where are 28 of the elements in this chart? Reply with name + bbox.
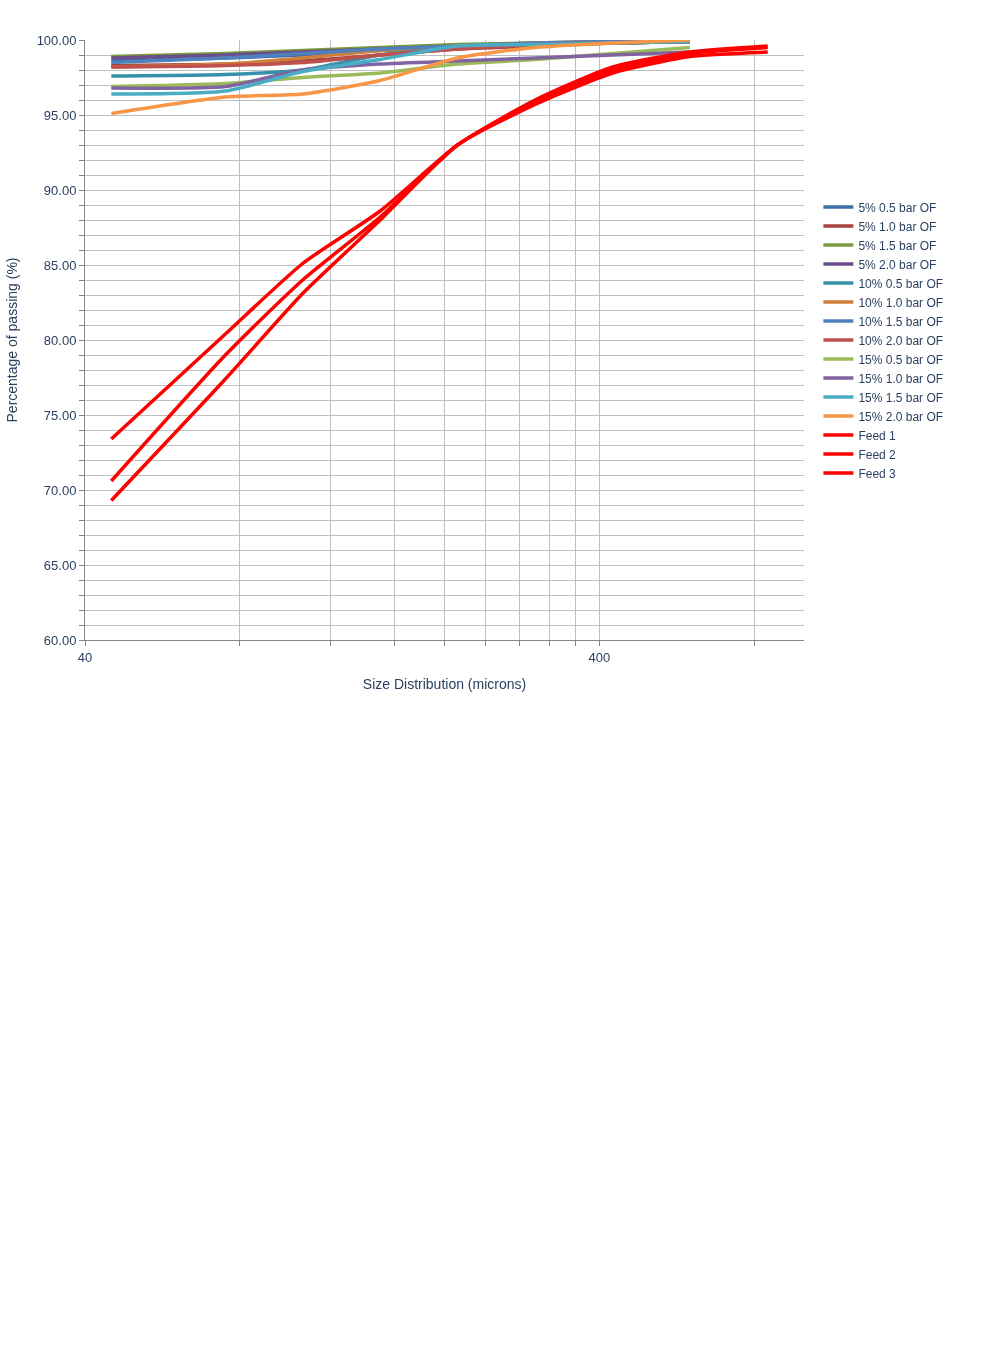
- y-tick-label: 80.00: [43, 332, 77, 348]
- y-tick-label: 90.00: [43, 182, 77, 198]
- legend-label: 10% 1.0 bar OF: [858, 295, 944, 310]
- legend-label: 10% 2.0 bar OF: [858, 333, 944, 348]
- y-tick-label: 70.00: [43, 482, 77, 498]
- legend-label: 5% 2.0 bar OF: [858, 257, 937, 272]
- legend-label: 15% 2.0 bar OF: [858, 409, 944, 424]
- legend-label: 15% 0.5 bar OF: [858, 352, 944, 367]
- legend-label: 5% 1.0 bar OF: [858, 219, 937, 234]
- legend-label: Feed 2: [858, 447, 897, 462]
- legend-label: 10% 0.5 bar OF: [858, 276, 944, 291]
- y-axis-title: Percentage of passing (%): [4, 257, 21, 423]
- legend-label: Feed 1: [858, 428, 897, 443]
- y-tick-label: 85.00: [43, 257, 77, 273]
- legend-label: 5% 0.5 bar OF: [858, 200, 937, 215]
- x-axis-title: Size Distribution (microns): [362, 675, 527, 692]
- y-tick-label: 95.00: [43, 107, 77, 123]
- x-tick-label: 40: [77, 649, 93, 665]
- y-tick-label: 75.00: [43, 407, 77, 423]
- x-tick-label: 400: [588, 649, 611, 665]
- y-tick-label: 60.00: [43, 632, 77, 648]
- y-tick-label: 65.00: [43, 557, 77, 573]
- legend-label: Feed 3: [858, 466, 897, 481]
- y-tick-label: 100.00: [36, 32, 77, 48]
- legend-label: 15% 1.0 bar OF: [858, 371, 944, 386]
- legend-label: 10% 1.5 bar OF: [858, 314, 944, 329]
- legend-label: 5% 1.5 bar OF: [858, 238, 937, 253]
- legend-label: 15% 1.5 bar OF: [858, 390, 944, 405]
